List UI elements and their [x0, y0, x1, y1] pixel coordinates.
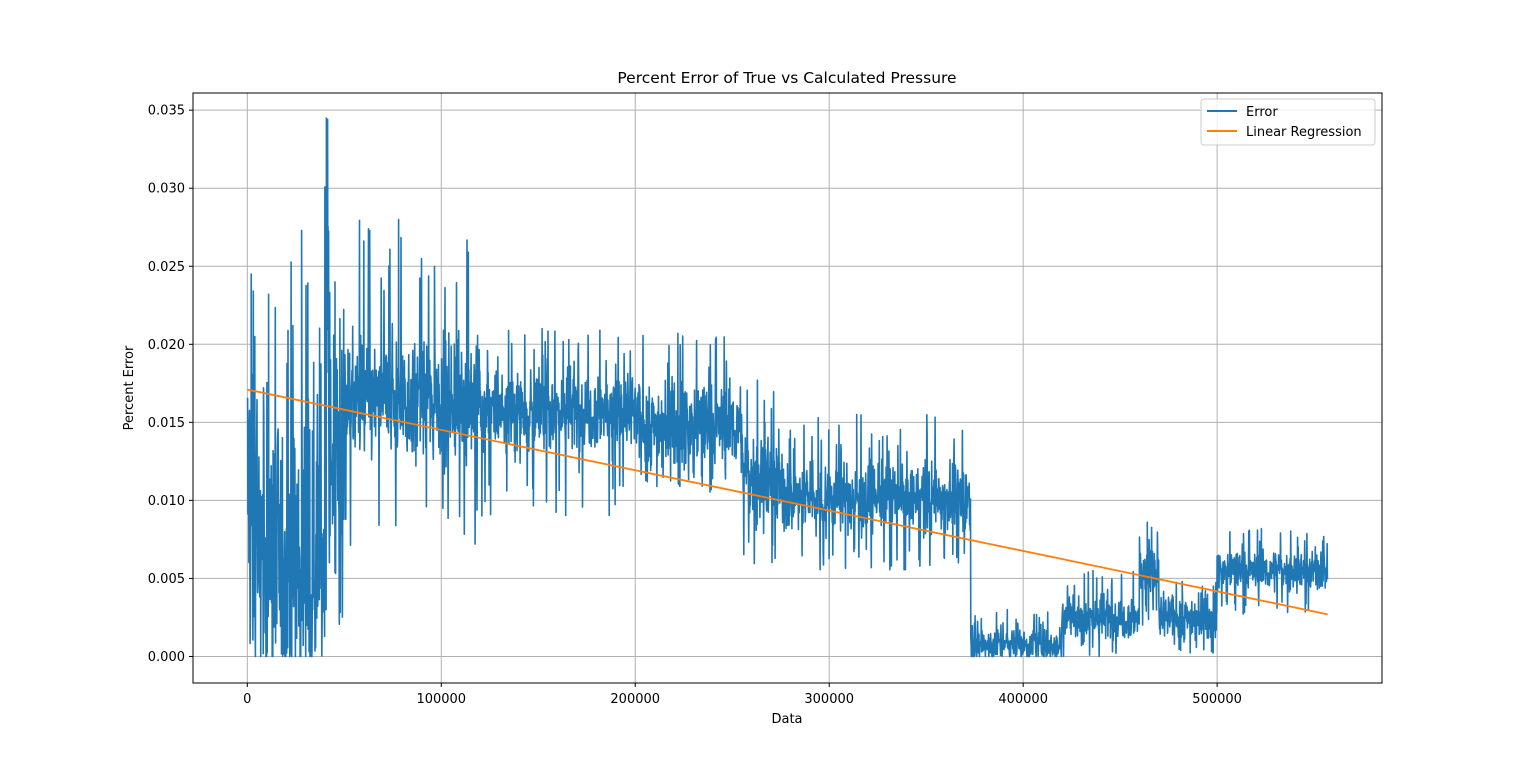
axis-ticks: 0 100000 200000 300000 400000 500000 0.000 0.00…	[148, 104, 1242, 707]
regression-line	[247, 388, 1328, 616]
x-tick-label: 100000	[416, 692, 466, 707]
x-tick-label: 500000	[1192, 692, 1242, 707]
series-layer	[246, 117, 1329, 658]
y-tick-label: 0.010	[148, 494, 185, 509]
y-tick-label: 0.020	[148, 338, 185, 353]
error-series-line	[246, 117, 1329, 658]
y-tick-label: 0.030	[148, 182, 185, 197]
x-tick-label: 200000	[610, 692, 660, 707]
legend: Error Linear Regression	[1200, 98, 1376, 146]
plot-area-frame	[192, 92, 1383, 684]
grid-lines	[193, 93, 1382, 683]
x-tick-label: 0	[243, 692, 251, 707]
y-tick-label: 0.005	[148, 572, 185, 587]
x-tick-label: 300000	[804, 692, 854, 707]
y-axis-label: Percent Error	[122, 345, 137, 430]
x-axis-label: Data	[771, 712, 802, 727]
y-tick-label: 0.000	[148, 650, 185, 665]
y-tick-label: 0.025	[148, 260, 185, 275]
legend-frame	[1200, 98, 1376, 146]
legend-regression-label: Linear Regression	[1246, 125, 1362, 140]
chart-title: Percent Error of True vs Calculated Pres…	[617, 69, 956, 87]
legend-error-label: Error	[1246, 105, 1278, 120]
y-tick-label: 0.035	[148, 104, 185, 119]
y-tick-label: 0.015	[148, 416, 185, 431]
x-tick-label: 400000	[998, 692, 1048, 707]
